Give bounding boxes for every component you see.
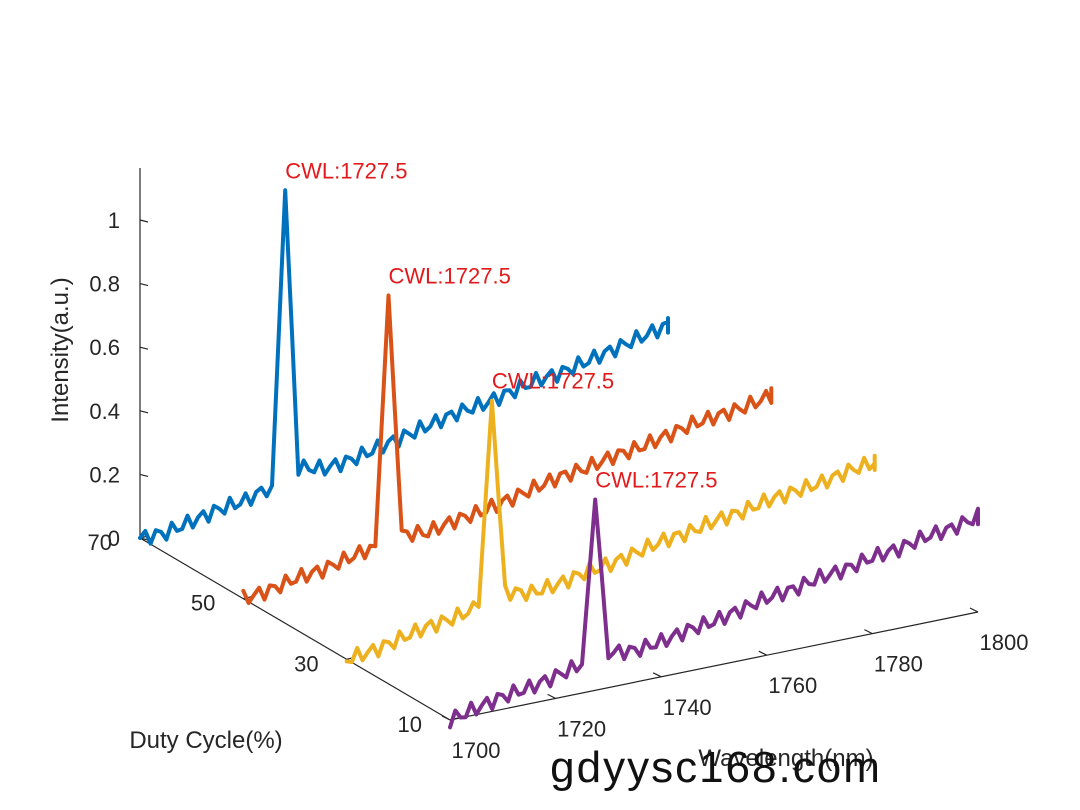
y-tick-label: 10 [398,712,422,737]
z-axis-title: Intensity(a.u.) [47,277,74,422]
series-group [138,188,980,730]
series-line-duty-50 [241,293,774,605]
x-tick-label: 1740 [663,695,712,720]
x-tick-label: 1780 [874,652,923,677]
x-axis-line [449,611,979,721]
ticks: 0 0.2 0.4 0.6 0.8 1 10 30 50 70 1700 1720 1740 1760 17… [88,208,1029,763]
z-tick-label: 0.6 [89,335,120,360]
x-tick-mark [969,607,979,613]
x-tick-mark [547,693,556,699]
x-tick-mark [652,672,662,678]
peak-labels: CWL:1727.5 CWL:1727.5 CWL:1727.5 CWL:1727.5 [285,158,717,492]
y-axis-line [139,537,451,721]
x-tick-mark [441,715,451,721]
y-tick-label: 50 [191,591,215,616]
watermark-text: gdyysc168.com [550,743,882,792]
x-tick-label: 1760 [768,673,817,698]
y-tick-label: 70 [88,530,112,555]
z-tick-mark [139,473,149,477]
peak-label: CWL:1727.5 [389,263,511,288]
z-tick-mark [139,219,149,223]
peak-label: CWL:1727.5 [492,369,614,394]
z-tick-label: 0 [108,526,120,551]
y-axis-title: Duty Cycle(%) [129,727,282,754]
z-tick-label: 0.2 [89,462,120,487]
peak-label: CWL:1727.5 [595,468,717,493]
axes [139,168,979,721]
series-line-duty-10 [448,497,980,730]
y-tick-label: 30 [294,651,318,676]
z-tick-label: 0.8 [89,272,120,297]
x-tick-label: 1720 [557,716,606,741]
z-tick-label: 0.4 [89,399,120,424]
x-tick-label: 1700 [452,738,501,763]
z-tick-label: 1 [108,208,120,233]
peak-label: CWL:1727.5 [285,158,407,183]
x-tick-mark [758,650,768,656]
x-tick-mark [864,629,873,635]
x-tick-label: 1800 [980,630,1029,655]
z-tick-mark [139,410,149,414]
z-tick-mark [139,346,149,350]
z-tick-mark [139,283,149,287]
series-line-duty-30 [344,398,877,664]
series-line-duty-70 [138,188,670,546]
x-axis-title: Wavelength(nm) [698,745,873,772]
